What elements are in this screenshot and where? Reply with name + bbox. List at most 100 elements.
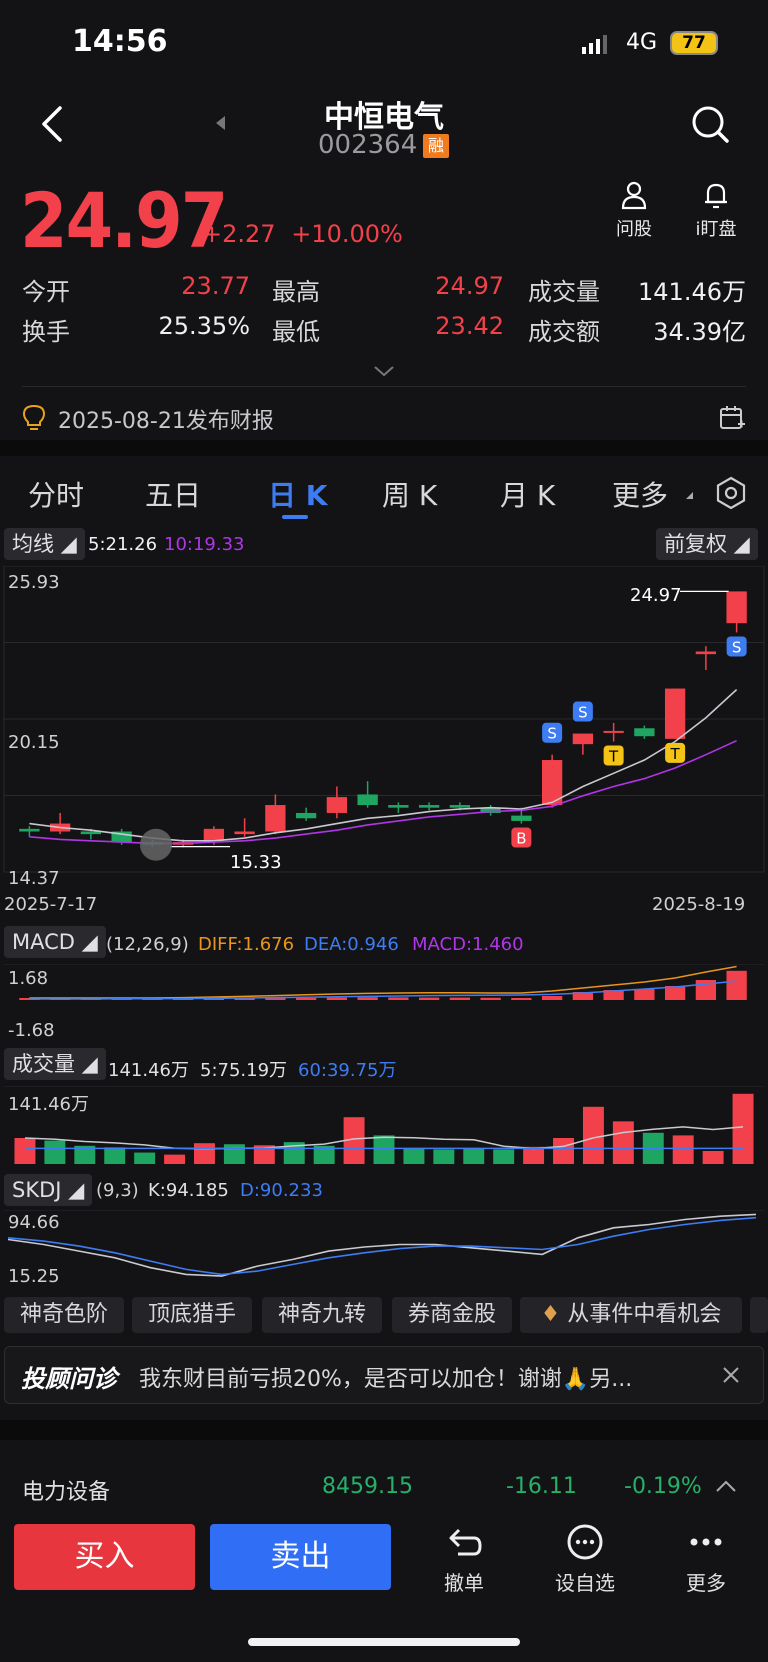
candle-body <box>234 831 255 835</box>
ask-stock-button[interactable]: 问股 <box>604 180 664 241</box>
skdj-label: SKDJ <box>12 1178 62 1202</box>
stat-volume-label: 成交量 <box>528 278 600 306</box>
price-change: +2.27 +10.00% <box>202 220 403 248</box>
ma-selector[interactable]: 均线 ◢ <box>4 528 85 560</box>
settings-hexagon-icon[interactable] <box>714 476 748 510</box>
skdj-selector[interactable]: SKDJ ◢ <box>4 1174 93 1206</box>
stat-open-label: 今开 <box>22 278 70 306</box>
ma5-line <box>29 689 738 842</box>
volume-bar <box>433 1149 455 1164</box>
more-button[interactable]: 更多 <box>666 1522 746 1596</box>
adjust-selector[interactable]: 前复权 ◢ <box>656 528 758 560</box>
chip-color-scale[interactable]: 神奇色阶 <box>4 1297 124 1333</box>
volume-bar <box>672 1135 694 1164</box>
industry-name[interactable]: 电力设备 <box>22 1480 111 1505</box>
calendar-icon[interactable] <box>718 404 746 432</box>
macd-bar <box>572 992 594 1000</box>
chevron-up-icon[interactable] <box>714 1478 738 1494</box>
low-price-tag: 15.33 <box>230 852 282 873</box>
skdj-y-top: 94.66 <box>8 1212 60 1233</box>
volume-bar <box>313 1145 335 1164</box>
signal-marker-label: S <box>732 638 742 656</box>
tab-intraday[interactable]: 分时 <box>28 479 85 512</box>
stat-amount-value: 34.39亿 <box>653 318 746 346</box>
macd-y-bottom: -1.68 <box>8 1020 55 1041</box>
candle-body <box>326 797 348 813</box>
macd-label: MACD <box>12 930 75 954</box>
macd-bar <box>326 997 348 1000</box>
candle-body <box>418 805 440 808</box>
cancel-order-button[interactable]: 撤单 <box>424 1522 504 1596</box>
sell-button[interactable]: 卖出 <box>210 1524 391 1590</box>
tab-daily-k[interactable]: 日 K <box>268 479 328 512</box>
candle-body <box>664 688 686 739</box>
stat-low-label: 最低 <box>272 318 320 346</box>
person-icon <box>621 181 647 210</box>
signal-marker-T <box>665 742 686 763</box>
signal-marker-S <box>542 722 563 743</box>
macd-diff-line <box>29 965 737 999</box>
stat-amount-label: 成交额 <box>528 318 600 346</box>
signal-marker-label: T <box>670 745 681 763</box>
expand-chevron-icon[interactable] <box>372 364 396 378</box>
volume-chart[interactable] <box>0 1086 768 1166</box>
stat-turnover-label: 换手 <box>22 318 70 346</box>
date-start: 2025-7-17 <box>4 894 98 915</box>
chip-overflow[interactable] <box>750 1297 768 1333</box>
advisor-banner[interactable]: 投顾问诊 我东财目前亏损20%，是否可以加仓！谢谢🙏另... <box>4 1346 764 1404</box>
tab-five-day[interactable]: 五日 <box>145 479 202 512</box>
home-indicator <box>248 1638 520 1646</box>
cancel-order-label: 撤单 <box>444 1571 484 1595</box>
macd-bar <box>357 997 378 1000</box>
chip-top-bottom-hunter[interactable]: 顶底猎手 <box>132 1297 252 1333</box>
kline-chart[interactable]: B S S T T S <box>0 566 768 888</box>
back-icon[interactable] <box>36 102 72 146</box>
earnings-notice[interactable]: 2025-08-21发布财报 <box>58 409 274 434</box>
watch-board-button[interactable]: i盯盘 <box>686 180 746 241</box>
skdj-d-line <box>7 1216 757 1276</box>
chip-broker-picks[interactable]: 券商金股 <box>392 1297 512 1333</box>
tab-weekly-k[interactable]: 周 K <box>382 479 438 512</box>
volume-selector[interactable]: 成交量 ◢ <box>4 1048 106 1080</box>
candle-body <box>634 728 655 737</box>
undo-icon <box>449 1528 482 1556</box>
volume-ma5: 5:75.19万 <box>200 1060 288 1081</box>
macd-bar <box>265 998 286 1000</box>
candle-body <box>111 831 132 843</box>
stat-high-value: 24.97 <box>435 272 504 300</box>
current-price: 24.97 <box>20 176 228 265</box>
macd-chart[interactable] <box>0 964 768 1034</box>
volume-bar <box>373 1135 395 1164</box>
status-bar: 14:56 4G 77 <box>0 0 768 90</box>
margin-badge: 融 <box>423 134 449 158</box>
candle-body <box>19 828 40 832</box>
tab-more[interactable]: 更多 <box>612 479 669 512</box>
stat-low-value: 23.42 <box>435 312 504 340</box>
tab-monthly-k[interactable]: 月 K <box>500 479 556 512</box>
skdj-chart[interactable] <box>0 1210 768 1286</box>
chip-magic-nine[interactable]: 神奇九转 <box>262 1297 382 1333</box>
kline-y-bottom: 14.37 <box>8 868 60 889</box>
macd-selector[interactable]: MACD ◢ <box>4 926 106 958</box>
signal-marker-S <box>726 636 747 657</box>
search-icon[interactable] <box>690 104 730 144</box>
industry-change: -16.11 <box>506 1474 577 1499</box>
section-gap <box>0 440 768 456</box>
volume-bar <box>44 1140 66 1164</box>
volume-bar <box>283 1142 305 1164</box>
macd-bar <box>234 998 255 1000</box>
volume-bar <box>164 1154 186 1164</box>
signal-marker-label: S <box>547 725 557 743</box>
prev-stock-icon[interactable] <box>216 116 225 130</box>
buy-button[interactable]: 买入 <box>14 1524 195 1590</box>
divider <box>22 386 746 387</box>
chip-event-opportunity[interactable]: ♦ 从事件中看机会 <box>520 1297 742 1333</box>
macd-params: (12,26,9) <box>106 934 189 955</box>
close-icon[interactable] <box>721 1365 741 1385</box>
add-watchlist-button[interactable]: 设自选 <box>545 1522 625 1596</box>
industry-value: 8459.15 <box>322 1474 413 1499</box>
volume-bar <box>612 1121 634 1164</box>
diamond-icon: ♦ <box>540 1302 561 1327</box>
volume-bar <box>702 1151 724 1164</box>
tab-more-caret-icon <box>686 492 693 499</box>
